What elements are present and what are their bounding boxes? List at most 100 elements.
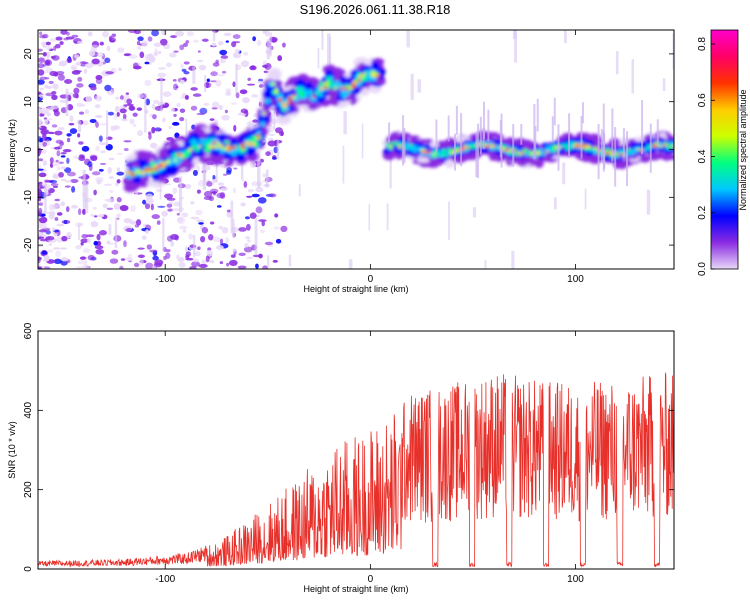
spectrogram-noise-blob: [93, 189, 97, 196]
spectrogram-noise-blob: [258, 84, 264, 88]
snr-ticks: -100 0 100 600 400 200 0: [23, 322, 674, 585]
spectrogram-noise-blob: [196, 112, 205, 116]
spectrogram-noise-blob: [119, 204, 129, 212]
spectrogram-noise-blob: [38, 125, 42, 129]
spectrogram-streak: [162, 218, 165, 252]
spectrogram-noise-blob: [162, 183, 172, 186]
spectrogram-noise-blob: [166, 137, 174, 141]
spectrogram-noise-blob: [89, 118, 97, 123]
spectrogram-noise-blob: [77, 133, 81, 138]
spectrogram-noise-blob: [82, 248, 91, 254]
spectrogram-noise-blob: [206, 249, 214, 257]
spectrogram-noise-blob: [264, 241, 274, 246]
spectrogram-noise-blob: [265, 151, 271, 157]
spectrogram-noise-blob: [64, 185, 71, 188]
spectrogram-noise-blob: [53, 71, 59, 77]
snr-xtick-label: -100: [155, 574, 175, 585]
spectrogram-noise-blob: [149, 249, 158, 253]
spectrogram-noise-blob: [49, 179, 58, 184]
spectrogram-noise-blob: [74, 54, 80, 59]
spectrogram-noise-blob: [139, 51, 145, 59]
spectrogram-streak: [78, 225, 80, 241]
spectrogram-noise-blob: [262, 60, 268, 66]
spectrogram-streak: [512, 30, 517, 39]
colorbar-ticks: 0.0 0.2 0.4 0.6 0.8: [697, 37, 715, 276]
spectrogram-noise-blob: [158, 50, 162, 55]
spectrogram-noise-blob: [97, 52, 104, 58]
spectrogram-noise-blob: [249, 212, 257, 219]
spectrogram-streak: [78, 120, 82, 133]
spectrogram-streak: [240, 164, 244, 180]
spectrogram-noise-blob: [45, 45, 53, 50]
spectrogram-noise-blob: [256, 39, 262, 46]
spectrogram-noise-blob: [137, 254, 145, 258]
spectrogram-noise-blob: [116, 197, 122, 203]
spectrogram-noise-blob: [57, 166, 61, 171]
spectrogram-noise-blob: [119, 105, 126, 110]
spectrogram-noise-blob: [238, 227, 247, 232]
spectrogram-noise-blob: [38, 48, 43, 52]
spectrogram-streak: [553, 197, 557, 210]
spectrogram-noise-blob: [262, 173, 267, 178]
spectrogram-streak: [230, 200, 234, 234]
spectrogram-noise-blob: [38, 192, 42, 197]
spectrogram-noise-blob: [111, 33, 117, 38]
spectrogram-noise-blob: [165, 248, 171, 253]
spectrogram-noise-blob: [50, 183, 59, 187]
spectrogram-noise-blob: [182, 42, 188, 48]
spectrogram-noise-blob: [108, 157, 115, 161]
spectrogram-noise-blob: [212, 236, 221, 243]
spectrogram-noise-blob: [45, 41, 51, 46]
spectrogram-noise-blob: [197, 50, 201, 53]
spectrogram-noise-blob: [117, 47, 125, 53]
spectrogram-noise-blob: [82, 120, 89, 126]
spectrogram-streak: [662, 78, 666, 91]
spectrogram-noise-blob: [141, 40, 148, 47]
spectrogram-noise-blob: [247, 189, 254, 193]
spectrogram-noise-blob: [145, 197, 154, 205]
spectrogram-noise-blob: [179, 79, 185, 84]
spectrogram-noise-blob: [238, 112, 243, 116]
spectrogram-noise-blob: [38, 221, 44, 228]
spectrogram-noise-blob: [46, 51, 51, 57]
spectrogram-noise-blob: [53, 258, 62, 265]
spectrogram-noise-blob: [54, 217, 59, 221]
spectrogram-noise-blob: [169, 201, 174, 205]
spectrogram-noise-blob: [95, 248, 105, 255]
spectrogram-noise-blob: [39, 226, 47, 230]
spectrogram-noise-blob: [151, 126, 156, 134]
spectrogram-xtick-label: -100: [155, 274, 175, 285]
spectrogram-noise-blob: [144, 79, 152, 87]
spectrogram-streak: [269, 32, 272, 57]
spectrogram-noise-blob: [70, 178, 79, 184]
spectrogram-noise-blob: [91, 58, 100, 65]
spectrogram-noise-blob: [282, 42, 286, 48]
spectrogram-noise-blob: [51, 124, 58, 128]
spectrogram-noise-blob: [116, 152, 123, 155]
spectrogram-noise-blob: [41, 129, 50, 135]
spectrogram-noise-blob: [170, 107, 175, 113]
spectrogram-noise-blob: [59, 41, 64, 45]
spectrogram-noise-blob: [51, 94, 58, 101]
spectrogram-noise-blob: [249, 161, 257, 168]
spectrogram-noise-blob: [156, 189, 163, 193]
spectrogram-noise-blob: [148, 133, 152, 140]
spectrogram-noise-blob: [221, 114, 230, 121]
spectrogram-streak: [215, 158, 218, 183]
spectrogram-noise-blob: [84, 258, 88, 265]
spectrogram-noise-blob: [38, 119, 42, 125]
spectrogram-noise-blob: [228, 259, 238, 266]
spectrogram-noise-blob: [219, 58, 227, 64]
spectrogram-noise-blob: [257, 197, 267, 204]
spectrogram-noise-blob: [170, 35, 177, 39]
spectrogram-noise-blob: [55, 250, 61, 258]
spectrogram-noise-blob: [211, 42, 217, 47]
spectrogram-noise-blob: [216, 205, 222, 208]
spectrogram-noise-blob: [78, 141, 84, 145]
spectrogram-noise-blob: [185, 40, 190, 44]
spectrogram-noise-blob: [80, 241, 84, 246]
spectrogram-noise-blob: [206, 181, 213, 187]
